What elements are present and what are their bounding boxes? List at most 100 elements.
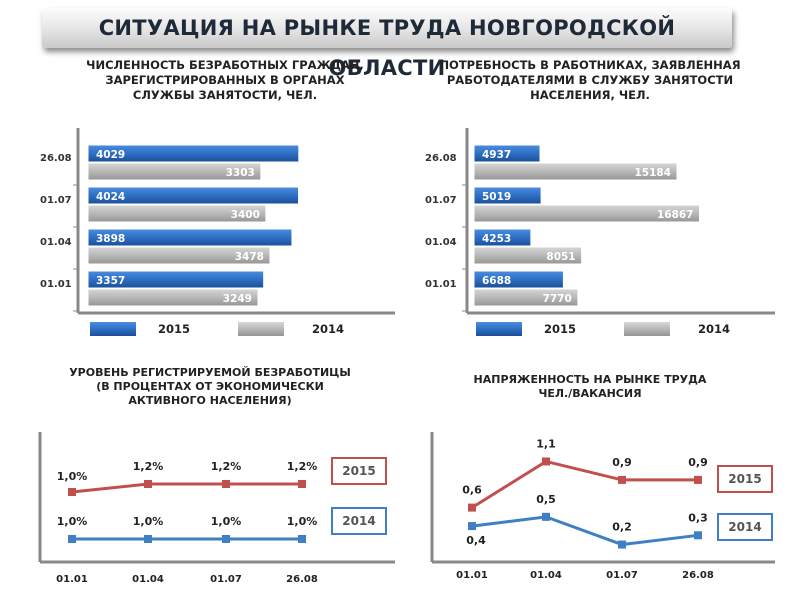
title-line: РАБОТОДАТЕЛЯМИ В СЛУЖБУ ЗАНЯТОСТИ — [446, 73, 734, 87]
legend-swatch-2014 — [624, 322, 670, 336]
bar-2014 — [87, 204, 267, 223]
data-point — [68, 535, 76, 543]
data-label: 4937 — [482, 149, 511, 161]
data-point — [542, 457, 550, 466]
category-label: 01.04 — [425, 237, 457, 248]
bar-2014 — [473, 288, 579, 307]
series-line-2015 — [71, 482, 302, 494]
category-label: 01.04 — [40, 237, 72, 248]
legend-swatch-2015 — [90, 322, 136, 336]
bar-2014 — [87, 246, 271, 265]
title-line: НАСЕЛЕНИЯ, ЧЕЛ. — [530, 88, 650, 102]
x-tick-label: 01.07 — [210, 574, 242, 585]
page-title: СИТУАЦИЯ НА РЫНКЕ ТРУДА НОВГОРОДСКОЙ ОБЛ… — [42, 8, 732, 80]
data-label: 5019 — [482, 191, 511, 203]
legend-box-2015 — [717, 465, 773, 493]
data-label: 1,1 — [536, 437, 556, 450]
data-label: 1,2% — [133, 460, 164, 473]
category-label: 01.01 — [425, 279, 457, 290]
data-label: 4024 — [96, 191, 125, 203]
data-label: 0,9 — [612, 456, 632, 469]
x-tick-label: 01.04 — [530, 570, 562, 581]
bar-2014 — [473, 204, 700, 223]
data-label: 4253 — [482, 233, 511, 245]
category-label: 01.07 — [40, 195, 72, 206]
data-point — [468, 522, 476, 531]
data-point — [468, 503, 476, 512]
bar-2015 — [473, 270, 564, 289]
data-point — [144, 480, 152, 488]
data-label: 1,0% — [211, 515, 242, 528]
labor-tension-chart-title: НАПРЯЖЕННОСТЬ НА РЫНКЕ ТРУДА ЧЕЛ./ВАКАНС… — [430, 373, 750, 401]
title-line: ЧИСЛЕННОСТЬ БЕЗРАБОТНЫХ ГРАЖДАН, — [86, 58, 364, 72]
bar-2015 — [473, 186, 542, 205]
data-point — [68, 488, 76, 496]
bar-2014 — [87, 288, 259, 307]
legend-box-2015 — [331, 457, 387, 485]
data-label: 3478 — [235, 251, 264, 263]
data-label: 0,4 — [466, 534, 486, 547]
data-label: 7770 — [543, 293, 572, 305]
legend-label: 2014 — [728, 520, 761, 534]
category-label: 26.08 — [425, 153, 457, 164]
title-line: (В ПРОЦЕНТАХ ОТ ЭКОНОМИЧЕСКИ — [96, 380, 324, 393]
data-point — [542, 512, 550, 521]
data-label: 3400 — [231, 209, 260, 221]
unemployed-chart-title: ЧИСЛЕННОСТЬ БЕЗРАБОТНЫХ ГРАЖДАН, ЗАРЕГИС… — [60, 58, 390, 103]
x-tick-label: 01.04 — [132, 574, 164, 585]
data-label: 0,2 — [612, 521, 632, 534]
title-line: УРОВЕНЬ РЕГИСТРИРУЕМОЙ БЕЗРАБОТИЦЫ — [69, 366, 351, 379]
x-tick-label: 01.07 — [606, 570, 638, 581]
bar-2015 — [87, 144, 300, 163]
vacancies-chart-title: ПОТРЕБНОСТЬ В РАБОТНИКАХ, ЗАЯВЛЕННАЯ РАБ… — [400, 58, 780, 103]
data-label: 4029 — [96, 149, 125, 161]
data-label: 3249 — [223, 293, 252, 305]
title-line: АКТИВНОГО НАСЕЛЕНИЯ) — [128, 394, 292, 407]
title-line: ЗАРЕГИСТРИРОВАННЫХ В ОРГАНАХ — [105, 73, 345, 87]
bar-2014 — [473, 246, 583, 265]
category-label: 01.07 — [425, 195, 457, 206]
bar-2014 — [87, 162, 262, 181]
bar-2015 — [473, 228, 532, 247]
data-point — [298, 535, 306, 543]
data-label: 1,0% — [57, 470, 88, 483]
data-label: 1,2% — [211, 460, 242, 473]
data-label: 15184 — [634, 167, 671, 179]
data-label: 1,0% — [57, 515, 88, 528]
legend-label: 2015 — [158, 322, 190, 336]
title-line: СЛУЖБЫ ЗАНЯТОСТИ, ЧЕЛ. — [132, 88, 318, 102]
data-label: 0,3 — [688, 511, 708, 524]
data-point — [694, 475, 702, 484]
data-label: 1,0% — [287, 515, 318, 528]
legend-label: 2014 — [698, 322, 730, 336]
data-point — [222, 480, 230, 488]
data-label: 1,2% — [287, 460, 318, 473]
data-label: 8051 — [546, 251, 575, 263]
title-line: НАПРЯЖЕННОСТЬ НА РЫНКЕ ТРУДА — [473, 373, 707, 386]
data-point — [222, 535, 230, 543]
x-tick-label: 01.01 — [456, 570, 488, 581]
bar-2015 — [87, 186, 300, 205]
data-point — [144, 535, 152, 543]
x-tick-label: 26.08 — [682, 570, 714, 581]
category-label: 26.08 — [40, 153, 72, 164]
legend-label: 2015 — [544, 322, 576, 336]
data-label: 1,0% — [133, 515, 164, 528]
series-line-2015 — [471, 459, 698, 509]
unemployment-rate-chart-title: УРОВЕНЬ РЕГИСТРИРУЕМОЙ БЕЗРАБОТИЦЫ (В ПР… — [50, 366, 370, 408]
data-label: 0,9 — [688, 456, 708, 469]
series-line-2014 — [471, 515, 699, 547]
data-point — [618, 540, 626, 549]
x-tick-label: 01.01 — [56, 574, 88, 585]
data-point — [298, 480, 306, 488]
title-line: ЧЕЛ./ВАКАНСИЯ — [538, 387, 642, 400]
legend-label: 2015 — [342, 464, 375, 478]
bar-2015 — [473, 144, 541, 163]
title-line: ПОТРЕБНОСТЬ В РАБОТНИКАХ, ЗАЯВЛЕННАЯ — [439, 58, 741, 72]
legend-swatch-2015 — [476, 322, 522, 336]
legend-box-2014 — [331, 507, 387, 535]
data-label: 6688 — [482, 275, 511, 287]
bar-2014 — [473, 162, 678, 181]
data-label: 3303 — [226, 167, 255, 179]
